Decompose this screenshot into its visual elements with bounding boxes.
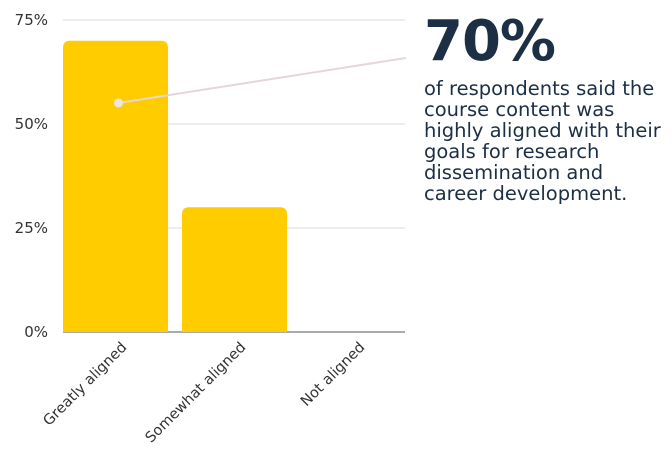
y-tick-label: 75%	[15, 11, 48, 29]
y-tick-label: 50%	[15, 115, 48, 133]
bar	[63, 40, 168, 333]
bar-layer	[63, 40, 287, 333]
callout: 70% of respondents said the course conte…	[424, 9, 669, 205]
bar	[182, 207, 287, 332]
leader-line	[118, 57, 407, 104]
category-label: Greatly aligned	[40, 340, 130, 430]
leader-dot	[114, 98, 123, 108]
callout-value: 70%	[424, 9, 556, 74]
category-label: Not aligned	[298, 340, 368, 410]
callout-text: of respondents said the course content w…	[424, 77, 661, 205]
y-tick-labels: 0% 25% 50% 75%	[15, 11, 48, 341]
category-label: Somewhat aligned	[143, 340, 250, 447]
category-labels: Greatly aligned Somewhat aligned Not align…	[40, 340, 368, 447]
y-tick-label: 0%	[24, 323, 48, 341]
y-tick-label: 25%	[15, 219, 48, 237]
annotation-layer	[114, 57, 407, 108]
